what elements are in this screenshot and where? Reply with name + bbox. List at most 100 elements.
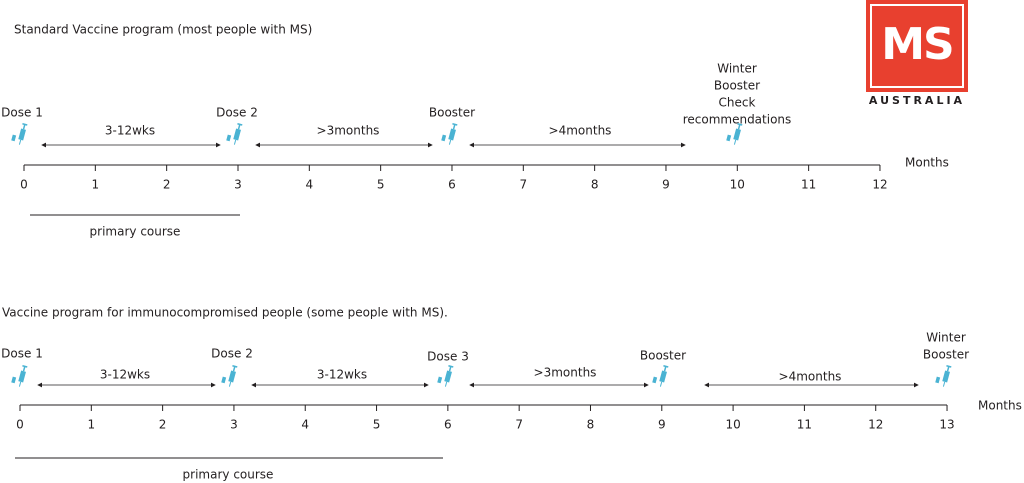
vial [437, 376, 443, 384]
syringe-needle [228, 381, 232, 387]
interval-label: >3months [534, 366, 597, 380]
event-label: Winter [717, 62, 757, 76]
syringe-icon [437, 365, 454, 387]
tick-label: 11 [797, 418, 812, 432]
syringe-needle [444, 381, 448, 387]
syringe-barrel [444, 370, 452, 383]
vial [652, 376, 658, 384]
timeline-title: Vaccine program for immunocompromised pe… [2, 306, 448, 320]
interval-label: >4months [549, 124, 612, 138]
logo: MS AUSTRALIA [866, 0, 968, 107]
tick-label: 0 [20, 178, 28, 192]
syringe-barrel [659, 370, 667, 383]
syringe-barrel [18, 370, 26, 383]
tick-label: 13 [939, 418, 954, 432]
tick-label: 6 [448, 178, 456, 192]
tick-label: 1 [92, 178, 100, 192]
syringe-handle [22, 365, 28, 368]
syringe-needle [733, 139, 737, 145]
event-label: Booster [714, 79, 760, 93]
tick-label: 2 [159, 418, 167, 432]
syringe-barrel [228, 370, 236, 383]
syringe-handle [22, 123, 28, 126]
syringe-plunger [946, 366, 950, 372]
syringe-needle [659, 381, 663, 387]
syringe-barrel [942, 370, 950, 383]
event-label: Dose 1 [1, 347, 43, 361]
interval-label: 3-12wks [317, 368, 367, 382]
event-label: Dose 2 [216, 106, 258, 120]
event-label: Dose 3 [427, 350, 469, 364]
logo-name: AUSTRALIA [869, 94, 965, 107]
syringe-icon [226, 123, 243, 145]
syringe-icon [11, 365, 28, 387]
tick-label: 1 [87, 418, 95, 432]
vial [11, 376, 17, 384]
event-label: Dose 1 [1, 106, 43, 120]
tick-label: 2 [163, 178, 171, 192]
interval-label: 3-12wks [100, 368, 150, 382]
vial [221, 376, 227, 384]
vial [11, 134, 17, 142]
tick-label: 4 [305, 178, 313, 192]
syringe-needle [942, 381, 946, 387]
vial [726, 134, 732, 142]
tick-label: 0 [16, 418, 24, 432]
syringe-plunger [237, 124, 241, 130]
vial [935, 376, 941, 384]
tick-label: 7 [515, 418, 523, 432]
vial [226, 134, 232, 142]
syringe-icon [726, 123, 743, 145]
event-label: Booster [923, 348, 969, 362]
syringe-icon [935, 365, 952, 387]
syringe-icon [441, 123, 458, 145]
syringe-needle [18, 139, 22, 145]
vial [441, 134, 447, 142]
logo-box [866, 0, 968, 92]
tick-label: 8 [587, 418, 595, 432]
syringe-barrel [448, 128, 456, 141]
tick-label: 8 [591, 178, 599, 192]
syringe-plunger [737, 124, 741, 130]
event-label: recommendations [683, 113, 792, 127]
event-label: Winter [926, 331, 966, 345]
interval-label: 3-12wks [105, 124, 155, 138]
syringe-needle [448, 139, 452, 145]
tick-label: 10 [725, 418, 740, 432]
syringe-plunger [448, 366, 452, 372]
syringe-icon [221, 365, 238, 387]
course-label: primary course [183, 468, 274, 482]
tick-label: 5 [373, 418, 381, 432]
tick-label: 4 [301, 418, 309, 432]
syringe-barrel [18, 128, 26, 141]
axis-label: Months [978, 399, 1022, 413]
syringe-handle [737, 123, 743, 126]
syringe-handle [663, 365, 669, 368]
syringe-plunger [452, 124, 456, 130]
syringe-plunger [663, 366, 667, 372]
syringe-barrel [733, 128, 741, 141]
tick-label: 10 [730, 178, 745, 192]
course-label: primary course [90, 225, 181, 239]
logo-mark: MS [881, 19, 952, 70]
syringe-handle [448, 365, 454, 368]
syringe-icon [11, 123, 28, 145]
syringe-plunger [22, 124, 26, 130]
tick-label: 12 [868, 418, 883, 432]
tick-label: 7 [519, 178, 527, 192]
tick-label: 3 [230, 418, 238, 432]
syringe-needle [18, 381, 22, 387]
syringe-barrel [233, 128, 241, 141]
syringe-handle [452, 123, 458, 126]
axis-label: Months [905, 156, 949, 170]
event-label: Booster [429, 106, 475, 120]
syringe-plunger [22, 366, 26, 372]
syringe-handle [946, 365, 952, 368]
syringe-handle [237, 123, 243, 126]
tick-label: 11 [801, 178, 816, 192]
interval-label: >4months [779, 370, 842, 384]
tick-label: 3 [234, 178, 242, 192]
logo-border [870, 4, 964, 88]
syringe-handle [232, 365, 238, 368]
